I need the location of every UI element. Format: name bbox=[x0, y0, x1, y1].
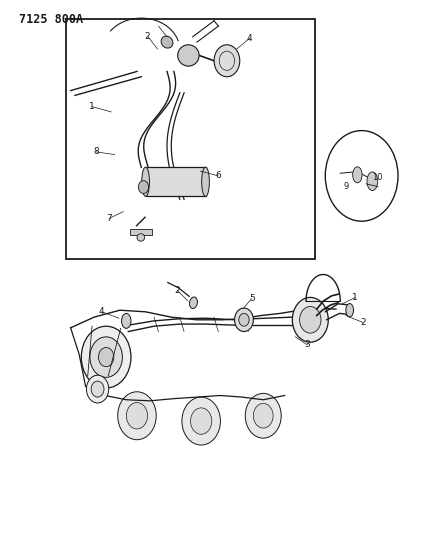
Circle shape bbox=[300, 306, 321, 333]
Ellipse shape bbox=[346, 304, 354, 317]
Circle shape bbox=[98, 348, 114, 367]
Text: 7125 800A: 7125 800A bbox=[19, 13, 83, 26]
Bar bbox=[66, 19, 315, 259]
Circle shape bbox=[190, 408, 212, 434]
Text: 5: 5 bbox=[249, 294, 255, 303]
Circle shape bbox=[138, 181, 149, 193]
Circle shape bbox=[214, 45, 240, 77]
Ellipse shape bbox=[122, 313, 131, 328]
Text: 8: 8 bbox=[93, 148, 99, 156]
Circle shape bbox=[245, 393, 281, 438]
Text: 9: 9 bbox=[343, 182, 348, 191]
Circle shape bbox=[118, 392, 156, 440]
Circle shape bbox=[91, 381, 104, 397]
Text: 1: 1 bbox=[352, 293, 358, 302]
Ellipse shape bbox=[137, 233, 145, 241]
Ellipse shape bbox=[202, 167, 209, 197]
Circle shape bbox=[81, 326, 131, 388]
Text: 4: 4 bbox=[247, 34, 253, 43]
Ellipse shape bbox=[142, 167, 149, 197]
Circle shape bbox=[292, 297, 328, 342]
Text: 7: 7 bbox=[106, 214, 112, 223]
Ellipse shape bbox=[367, 172, 378, 190]
Circle shape bbox=[90, 337, 122, 377]
Text: 2: 2 bbox=[175, 286, 181, 295]
Text: 1: 1 bbox=[89, 102, 95, 111]
Text: 2: 2 bbox=[360, 318, 366, 327]
Text: 3: 3 bbox=[304, 341, 310, 349]
Bar bbox=[146, 167, 205, 196]
Text: 10: 10 bbox=[372, 173, 383, 182]
Ellipse shape bbox=[353, 167, 362, 183]
Circle shape bbox=[325, 131, 398, 221]
Ellipse shape bbox=[178, 45, 199, 66]
Text: 4: 4 bbox=[99, 308, 105, 316]
Circle shape bbox=[253, 403, 273, 428]
Bar bbox=[130, 229, 152, 236]
Circle shape bbox=[182, 397, 220, 445]
Ellipse shape bbox=[190, 297, 197, 309]
Text: 2: 2 bbox=[145, 32, 151, 41]
Circle shape bbox=[239, 313, 249, 326]
Ellipse shape bbox=[161, 36, 173, 48]
Circle shape bbox=[86, 375, 109, 403]
Circle shape bbox=[126, 402, 148, 429]
Text: 6: 6 bbox=[215, 172, 221, 180]
Circle shape bbox=[235, 308, 253, 332]
